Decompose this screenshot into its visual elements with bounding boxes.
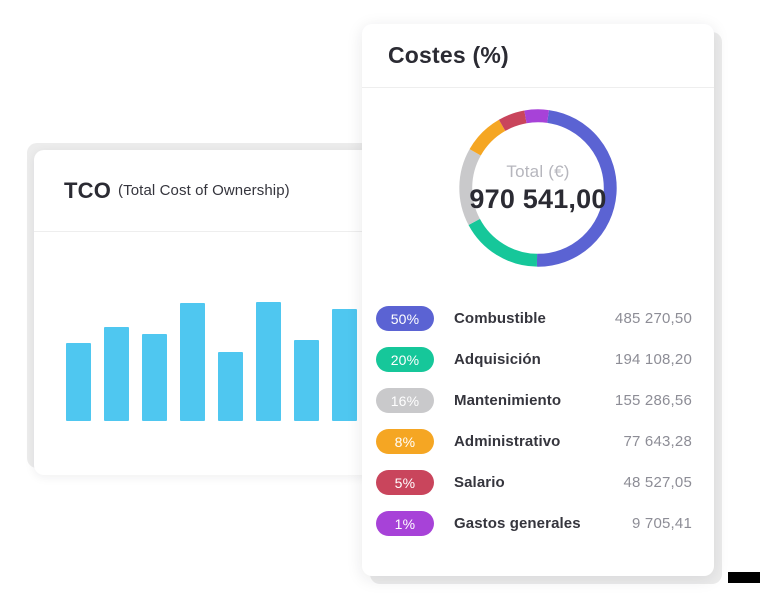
legend-percent-badge: 50% <box>376 306 434 331</box>
donut-segment-salario <box>498 110 527 132</box>
legend-amount-value: 77 643,28 <box>623 433 692 450</box>
bar <box>142 334 167 421</box>
legend-percent-badge: 8% <box>376 429 434 454</box>
legend-amount-value: 9 705,41 <box>632 515 692 532</box>
tco-subtitle: (Total Cost of Ownership) <box>118 182 290 199</box>
donut-segment-adquisición <box>468 218 538 267</box>
bar <box>218 352 243 421</box>
costes-title: Costes (%) <box>388 42 509 68</box>
donut-segment-combustible <box>536 110 617 267</box>
legend-row[interactable]: 50% Combustible 485 270,50 <box>376 298 692 339</box>
donut-segment-administrativo <box>469 119 506 156</box>
donut-chart-svg <box>459 109 617 267</box>
donut-segment-gastos-generales <box>524 109 549 124</box>
legend-percent-badge: 5% <box>376 470 434 495</box>
bar <box>256 301 281 421</box>
legend-row[interactable]: 8% Administrativo 77 643,28 <box>376 421 692 462</box>
black-artifact-bar <box>728 572 760 583</box>
costes-card-header: Costes (%) <box>362 24 714 88</box>
legend-row[interactable]: 1% Gastos generales 9 705,41 <box>376 503 692 544</box>
legend-amount-value: 485 270,50 <box>614 310 692 327</box>
tco-card-header: TCO (Total Cost of Ownership) <box>34 150 372 232</box>
legend-category-label: Combustible <box>454 310 546 327</box>
legend-category-label: Adquisición <box>454 351 541 368</box>
legend-percent-badge: 20% <box>376 347 434 372</box>
bar <box>180 302 205 421</box>
bar <box>66 343 91 421</box>
costes-legend: 50% Combustible 485 270,50 20% Adquisición 19… <box>362 298 714 544</box>
tco-title: TCO <box>64 177 112 203</box>
legend-category-label: Salario <box>454 474 505 491</box>
bar <box>104 326 129 421</box>
legend-amount-value: 155 286,56 <box>614 392 692 409</box>
legend-category-label: Administrativo <box>454 433 561 450</box>
tco-bar-chart <box>34 232 372 475</box>
legend-percent-badge: 1% <box>376 511 434 536</box>
tco-card: TCO (Total Cost of Ownership) <box>34 150 372 475</box>
bar-series <box>34 232 372 475</box>
legend-amount-value: 194 108,20 <box>614 351 692 368</box>
bar <box>332 308 357 421</box>
costes-card: Costes (%) Total (€) 970 541,00 50% Combu… <box>362 24 714 576</box>
donut-chart: Total (€) 970 541,00 <box>362 88 714 298</box>
legend-amount-value: 48 527,05 <box>623 474 692 491</box>
legend-category-label: Mantenimiento <box>454 392 562 409</box>
legend-row[interactable]: 20% Adquisición 194 108,20 <box>376 339 692 380</box>
donut-segment-mantenimiento <box>459 149 481 225</box>
bar <box>294 340 319 421</box>
legend-category-label: Gastos generales <box>454 515 581 532</box>
legend-row[interactable]: 5% Salario 48 527,05 <box>376 462 692 503</box>
legend-row[interactable]: 16% Mantenimiento 155 286,56 <box>376 380 692 421</box>
legend-percent-badge: 16% <box>376 388 434 413</box>
